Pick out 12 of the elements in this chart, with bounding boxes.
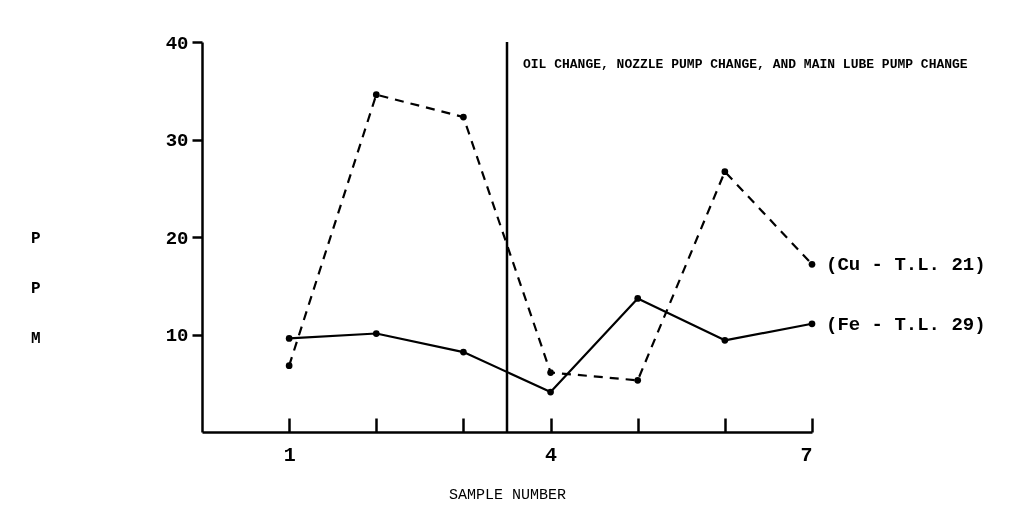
series-label: (Cu - T.L. 21) <box>826 254 986 277</box>
ref-line-label: OIL CHANGE, NOZZLE PUMP CHANGE, AND MAIN LUBE PUMP CHANGE <box>523 57 968 72</box>
y-tick-label: 30 <box>165 130 189 152</box>
text: PPM <box>30 229 41 348</box>
x-tick-label: 1 <box>283 443 296 467</box>
x-tick-label: 7 <box>800 443 813 467</box>
x-tick-label: 4 <box>545 443 558 467</box>
y-tick-label: 10 <box>165 325 189 347</box>
series-label: (Fe - T.L. 29) <box>826 313 986 336</box>
x-axis-title: SAMPLE NUMBER <box>448 486 567 504</box>
y-tick-label: 40 <box>165 32 189 55</box>
y-tick-label: 20 <box>165 227 189 250</box>
